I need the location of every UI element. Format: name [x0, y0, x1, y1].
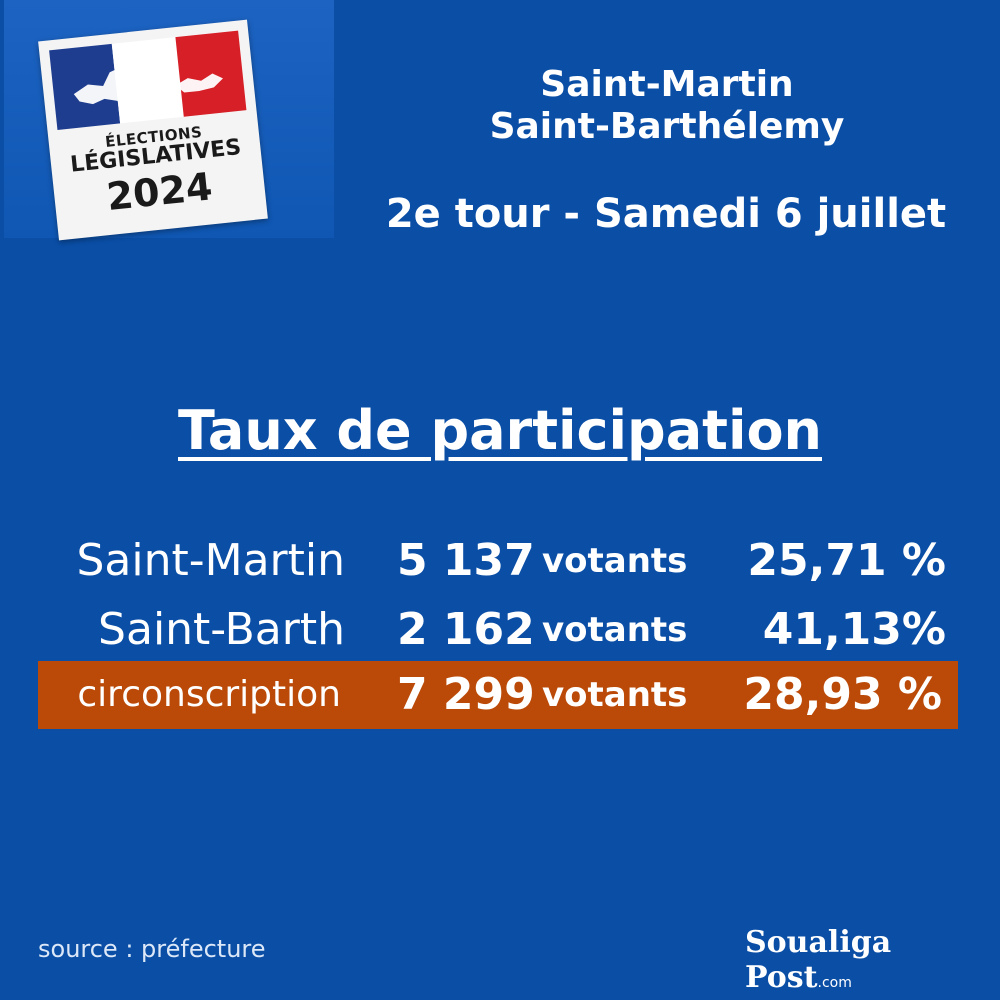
- result-row-saint-martin: Saint-Martin 5 137 votants 25,71 %: [0, 527, 1000, 595]
- row-count: 7 299: [397, 669, 535, 720]
- row-count: 2 162: [397, 604, 535, 655]
- row-name: circonscription: [77, 674, 341, 715]
- row-unit: votants: [542, 541, 688, 581]
- row-count: 5 137: [397, 535, 535, 586]
- island-map-icon: [73, 66, 223, 105]
- row-unit: votants: [542, 675, 688, 715]
- row-name: Saint-Martin: [76, 535, 345, 586]
- row-unit: votants: [542, 610, 688, 650]
- row-percentage: 25,71 %: [747, 535, 946, 586]
- header-territory-2: Saint-Barthélemy: [489, 106, 845, 147]
- row-name: Saint-Barth: [98, 604, 345, 655]
- brand-logo: Soualiga Post.com: [745, 925, 1000, 995]
- brand-name: Soualiga Post: [745, 925, 892, 995]
- row-percentage: 28,93 %: [743, 669, 942, 720]
- result-row-saint-barth: Saint-Barth 2 162 votants 41,13%: [0, 596, 1000, 664]
- header-territory-1: Saint-Martin: [540, 64, 794, 105]
- row-percentage: 41,13%: [762, 604, 946, 655]
- source-note: source : préfecture: [38, 935, 266, 963]
- header-round-date: 2e tour - Samedi 6 juillet: [385, 191, 947, 237]
- election-logo-card: ÉLECTIONS LÉGISLATIVES 2024: [38, 19, 268, 241]
- section-title: Taux de participation: [178, 399, 822, 462]
- result-row-circonscription: circonscription 7 299 votants 28,93 %: [38, 661, 958, 729]
- brand-suffix: .com: [817, 975, 852, 991]
